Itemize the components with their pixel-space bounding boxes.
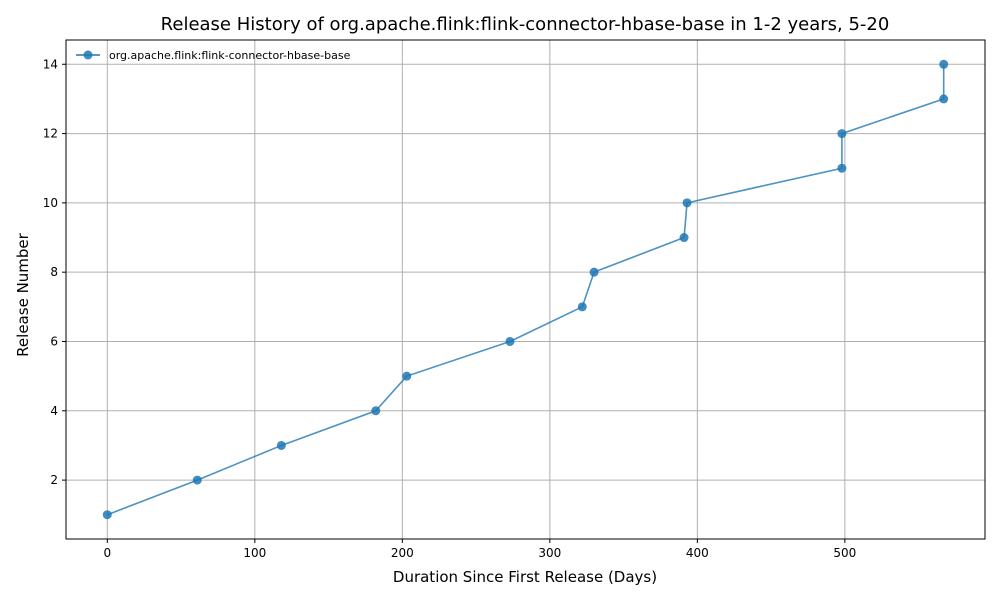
data-point (276, 440, 286, 450)
x-tick-label: 200 (391, 546, 414, 560)
data-point (371, 406, 381, 416)
y-tick-label: 14 (43, 57, 58, 71)
y-tick-label: 10 (43, 196, 58, 210)
legend-entry-label: org.apache.flink:flink-connector-hbase-b… (109, 49, 351, 62)
y-axis-label: Release Number (14, 232, 32, 356)
data-point (577, 302, 587, 312)
data-point (402, 371, 412, 381)
legend-marker-swatch (83, 50, 93, 60)
legend: org.apache.flink:flink-connector-hbase-b… (76, 49, 351, 62)
x-tick-label: 500 (833, 546, 856, 560)
data-point (589, 267, 599, 277)
y-tick-label: 4 (50, 404, 58, 418)
x-tick-label: 300 (538, 546, 561, 560)
x-axis-label: Duration Since First Release (Days) (393, 568, 657, 586)
grid (66, 40, 985, 539)
data-point (102, 510, 112, 520)
x-tick-label: 0 (103, 546, 111, 560)
x-tick-label: 100 (243, 546, 266, 560)
y-tick-label: 12 (43, 127, 58, 141)
data-point (192, 475, 202, 485)
data-point (837, 163, 847, 173)
y-tick-label: 2 (50, 473, 58, 487)
chart-title: Release History of org.apache.flink:flin… (161, 14, 890, 35)
data-point (939, 59, 949, 69)
data-point (682, 198, 692, 208)
axis-ticks: 0 100 200 300 400 500 2 4 6 8 10 12 14 (43, 57, 857, 560)
data-point (939, 94, 949, 104)
x-tick-label: 400 (686, 546, 709, 560)
data-point (837, 129, 847, 139)
data-point (679, 233, 689, 243)
y-tick-label: 8 (50, 265, 58, 279)
y-tick-label: 6 (50, 334, 58, 348)
series-line (107, 64, 945, 516)
data-point (505, 336, 515, 346)
series-layer (102, 59, 949, 520)
plot-area-frame (65, 39, 986, 540)
